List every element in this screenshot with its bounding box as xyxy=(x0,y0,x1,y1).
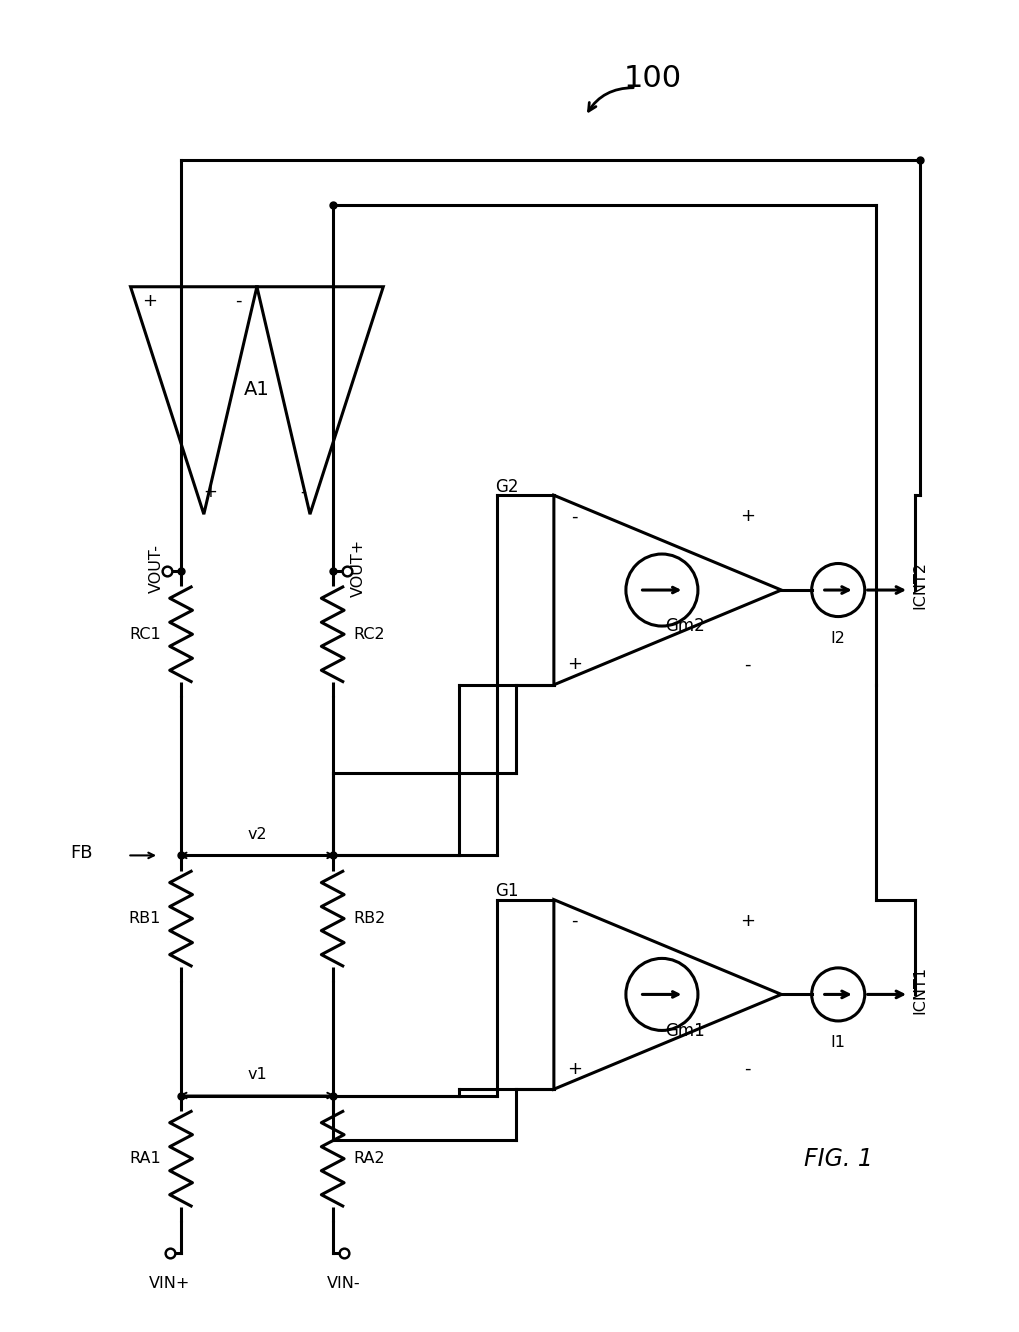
Text: +: + xyxy=(740,507,754,525)
Text: Gm1: Gm1 xyxy=(664,1022,704,1039)
Text: RA1: RA1 xyxy=(129,1151,161,1167)
Text: -: - xyxy=(744,655,750,673)
Text: RC2: RC2 xyxy=(353,627,384,642)
Text: I1: I1 xyxy=(830,1035,846,1050)
Text: v2: v2 xyxy=(247,827,267,842)
Text: RC1: RC1 xyxy=(129,627,161,642)
Text: +: + xyxy=(567,655,582,673)
Text: VOUT+: VOUT+ xyxy=(351,539,366,597)
Text: VIN-: VIN- xyxy=(327,1276,361,1291)
Text: +: + xyxy=(203,482,217,501)
Text: -: - xyxy=(744,1059,750,1078)
Text: -: - xyxy=(571,911,578,930)
Text: +: + xyxy=(567,1059,582,1078)
Text: G1: G1 xyxy=(495,882,519,899)
Text: ICNT1: ICNT1 xyxy=(912,966,927,1014)
Text: ICNT2: ICNT2 xyxy=(912,561,927,609)
Text: FB: FB xyxy=(70,843,93,862)
Text: -: - xyxy=(301,482,307,501)
Text: VIN+: VIN+ xyxy=(149,1276,191,1291)
Text: v1: v1 xyxy=(247,1067,267,1082)
Text: VOUT-: VOUT- xyxy=(149,543,163,593)
Text: RB2: RB2 xyxy=(353,911,385,926)
Text: RB1: RB1 xyxy=(128,911,161,926)
Text: +: + xyxy=(142,292,157,309)
Text: RA2: RA2 xyxy=(353,1151,384,1167)
Text: -: - xyxy=(234,292,242,309)
Text: 100: 100 xyxy=(624,64,682,93)
Text: I2: I2 xyxy=(830,630,846,646)
Text: A1: A1 xyxy=(244,380,270,398)
Text: -: - xyxy=(571,507,578,525)
Text: Gm2: Gm2 xyxy=(664,617,704,635)
Text: G2: G2 xyxy=(495,477,519,496)
Text: FIG. 1: FIG. 1 xyxy=(804,1147,872,1171)
Text: +: + xyxy=(740,911,754,930)
